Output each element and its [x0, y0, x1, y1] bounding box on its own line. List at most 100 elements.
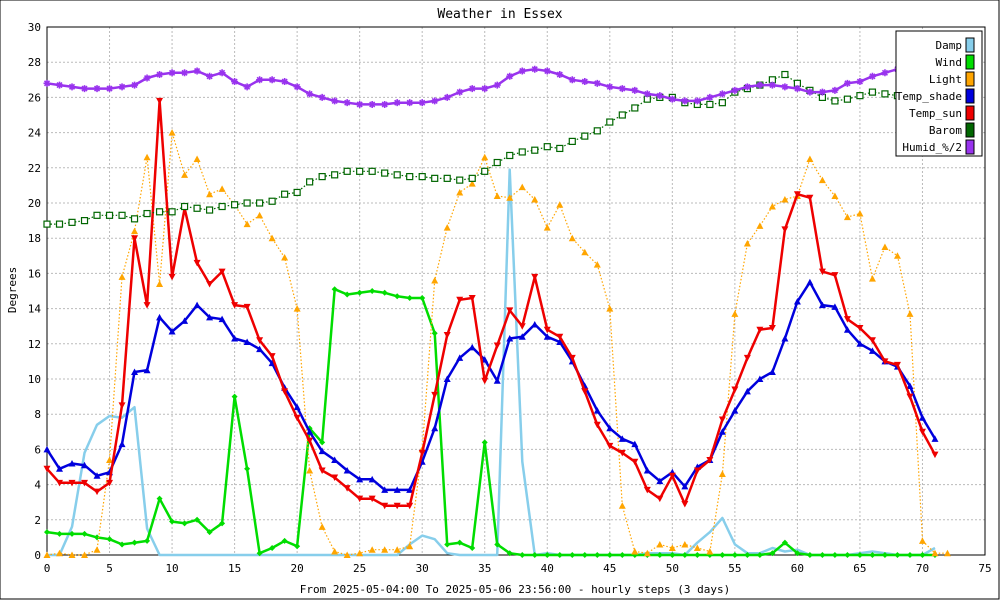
data-point: [168, 129, 176, 136]
data-point: [81, 85, 89, 93]
data-point: [131, 81, 139, 89]
data-point: [656, 552, 663, 558]
data-point: [543, 67, 551, 75]
data-point: [194, 516, 201, 523]
x-tick-label: 45: [603, 562, 616, 575]
data-point: [518, 183, 526, 191]
data-point: [768, 368, 776, 375]
data-point: [406, 99, 414, 107]
data-point: [231, 302, 239, 309]
data-point: [531, 146, 539, 154]
data-point: [68, 551, 76, 558]
data-point: [806, 278, 814, 286]
data-point: [306, 178, 314, 186]
data-point: [443, 224, 451, 231]
data-point: [431, 424, 439, 432]
data-point: [256, 337, 264, 344]
y-tick-label: 16: [28, 267, 41, 280]
data-point: [606, 552, 613, 558]
data-point: [756, 326, 764, 334]
legend-entry-label: Temp_sun: [909, 107, 962, 120]
data-point: [719, 552, 726, 558]
data-point: [468, 295, 476, 302]
data-point: [868, 72, 876, 80]
data-point: [793, 191, 801, 198]
data-point: [918, 537, 926, 544]
y-tick-label: 2: [34, 514, 41, 527]
data-point: [556, 333, 564, 341]
data-point: [443, 375, 451, 382]
data-point: [693, 467, 701, 475]
data-point: [456, 296, 464, 304]
data-point: [543, 143, 551, 151]
x-tick-label: 15: [228, 562, 241, 575]
data-point: [443, 332, 451, 339]
data-point: [606, 83, 614, 91]
data-point: [281, 78, 289, 86]
data-point: [781, 335, 789, 342]
data-point: [356, 549, 364, 557]
data-point: [618, 449, 626, 457]
data-point: [643, 549, 651, 557]
y-tick-label: 18: [28, 232, 41, 245]
data-point: [218, 202, 226, 211]
data-point: [55, 220, 64, 228]
data-point: [731, 407, 739, 414]
data-point: [318, 467, 326, 475]
data-point: [406, 173, 414, 181]
data-point: [531, 65, 539, 73]
data-point: [606, 305, 614, 312]
data-point: [80, 217, 89, 225]
data-point: [169, 518, 176, 525]
data-point: [331, 547, 339, 555]
data-point: [731, 386, 739, 394]
data-point: [243, 83, 251, 91]
data-point: [81, 551, 89, 558]
data-point: [593, 407, 601, 414]
data-point: [155, 208, 164, 216]
data-point: [193, 204, 201, 212]
data-point: [768, 324, 776, 332]
data-point: [393, 502, 401, 510]
data-point: [131, 235, 139, 242]
data-point: [181, 171, 189, 178]
data-point: [143, 74, 151, 82]
data-point: [569, 552, 576, 558]
data-point: [443, 174, 451, 182]
series-temp-shade: [43, 278, 939, 493]
data-point: [843, 316, 851, 323]
data-point: [418, 173, 426, 181]
data-point: [718, 90, 726, 98]
data-point: [843, 213, 851, 221]
data-point: [793, 85, 801, 93]
legend-swatch: [965, 105, 975, 121]
data-point: [181, 317, 189, 324]
data-point: [81, 530, 88, 537]
data-point: [281, 388, 289, 395]
data-point: [568, 137, 576, 145]
data-point: [806, 155, 814, 162]
data-point: [756, 81, 764, 89]
data-point: [868, 275, 876, 282]
data-point: [856, 340, 864, 347]
data-point: [618, 502, 626, 509]
data-point: [118, 83, 126, 91]
data-point: [681, 482, 689, 490]
data-point: [431, 276, 439, 284]
data-point: [143, 366, 151, 374]
data-point: [243, 338, 251, 346]
data-point: [468, 174, 476, 182]
data-point: [693, 97, 701, 105]
data-point: [868, 88, 877, 96]
data-point: [306, 437, 314, 445]
series-line: [46, 99, 937, 507]
data-point: [494, 541, 501, 548]
y-tick-label: 12: [28, 338, 41, 351]
data-point: [668, 95, 676, 103]
data-point: [643, 486, 651, 494]
data-point: [818, 88, 826, 96]
data-point: [518, 148, 526, 156]
data-point: [393, 99, 401, 107]
data-point: [618, 85, 626, 93]
data-point: [344, 291, 351, 298]
